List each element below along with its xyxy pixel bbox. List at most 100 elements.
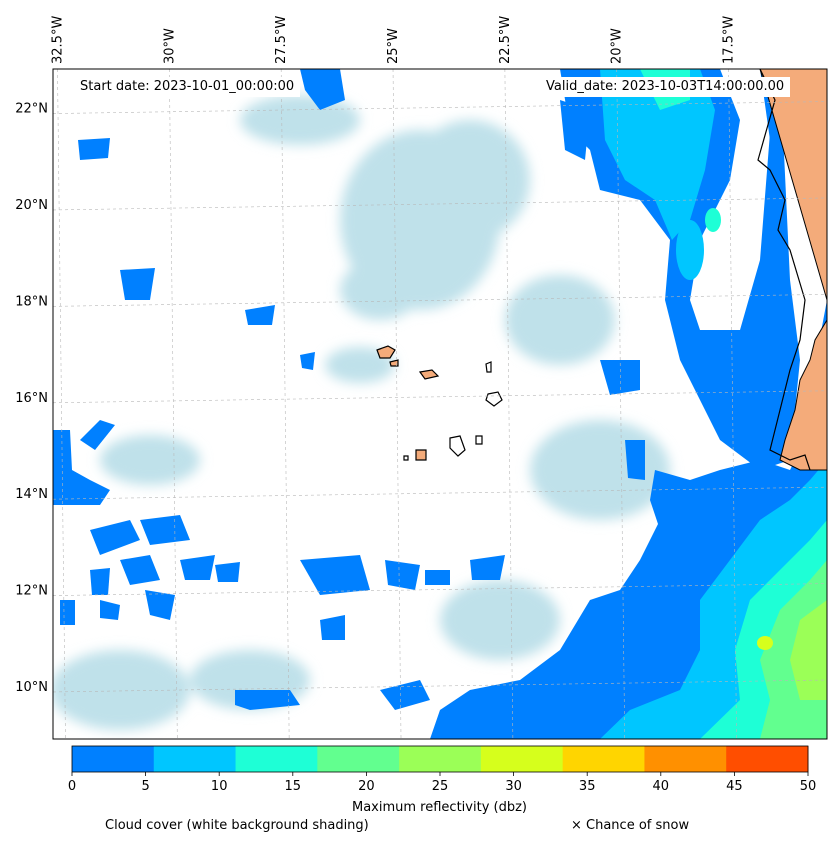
colorbar-title: Maximum reflectivity (dbz) <box>352 800 527 815</box>
snow-chance-note: × Chance of snow <box>571 818 690 833</box>
reflectivity-cell <box>650 470 690 530</box>
reflectivity-cell <box>300 352 315 370</box>
colorbar-swatch <box>317 746 400 772</box>
colorbar-swatch <box>480 746 564 772</box>
reflectivity-w-cell <box>60 600 75 625</box>
latitude-tick-label: 20°N <box>15 198 48 213</box>
reflectivity-n-cell <box>300 69 345 110</box>
reflectivity-w-cell <box>90 568 110 595</box>
meridian-line <box>280 69 290 739</box>
reflectivity-w-cell <box>140 515 190 545</box>
colorbar-tick-label: 45 <box>726 779 743 794</box>
colorbar-swatch <box>153 746 237 772</box>
africa-coast-landmass <box>759 69 827 471</box>
start-date-label: Start date: 2023-10-01_00:00:00 <box>74 77 301 97</box>
meridian-line <box>728 69 737 739</box>
reflectivity-cell <box>120 268 155 300</box>
colorbar-tick-label: 30 <box>505 779 522 794</box>
island-maio <box>475 435 483 445</box>
longitude-tick-label: 30°W <box>162 28 177 64</box>
reflectivity-cell <box>620 620 700 670</box>
reflectivity-se-band-30 <box>757 636 773 650</box>
reflectivity-cell <box>625 440 645 480</box>
island-brava <box>403 455 409 461</box>
reflectivity-colorbar: 0 5 10 15 20 25 30 35 40 45 50 <box>68 745 817 794</box>
island-sal <box>485 361 492 373</box>
longitude-tick-label: 22.5°W <box>498 16 513 64</box>
colorbar-tick-label: 25 <box>432 779 449 794</box>
map-frame <box>52 68 828 740</box>
island-fogo <box>415 449 427 461</box>
meridian-line <box>169 69 178 739</box>
colorbar-tick-label: 20 <box>358 779 375 794</box>
reflectivity-w-cell <box>80 420 115 450</box>
latitude-tick-label: 22°N <box>15 102 48 117</box>
colorbar-swatch <box>726 746 809 772</box>
latitude-tick-label: 14°N <box>15 487 48 502</box>
reflectivity-s-cell <box>385 560 420 590</box>
cloud-cover-shading <box>53 95 670 730</box>
colorbar-tick-label: 40 <box>653 779 670 794</box>
reflectivity-w-cell <box>78 138 110 160</box>
valid-date-label: Valid_date: 2023-10-03T14:00:00.00 <box>540 77 791 97</box>
reflectivity-w-cell <box>180 555 215 580</box>
island-sao-vicente <box>389 359 399 367</box>
africa-coastline <box>757 69 811 471</box>
colorbar-swatch <box>399 746 482 772</box>
latitude-tick-label: 16°N <box>15 391 48 406</box>
latitude-tick-label: 12°N <box>15 584 48 599</box>
longitude-tick-label: 17.5°W <box>722 16 737 64</box>
reflectivity-s-cell <box>320 615 345 640</box>
reflectivity-w-cell <box>215 562 240 582</box>
reflectivity-s-cell <box>425 570 450 585</box>
longitude-tick-label: 32.5°W <box>50 16 65 64</box>
reflectivity-se-band-25 <box>790 600 827 700</box>
island-sao-nicolau <box>418 369 440 380</box>
colorbar-tick-label: 15 <box>285 779 302 794</box>
meridian-line <box>392 69 402 739</box>
reflectivity-s-cell <box>235 690 300 710</box>
colorbar-tick-label: 0 <box>68 779 76 794</box>
colorbar-tick-label: 35 <box>579 779 596 794</box>
reflectivity-s-cell <box>300 555 370 595</box>
latitude-tick-label: 10°N <box>15 680 48 695</box>
reflectivity-shading <box>53 69 827 739</box>
meridian-line <box>616 69 626 739</box>
colorbar-swatch <box>72 746 155 772</box>
reflectivity-cell <box>705 208 721 232</box>
reflectivity-w-cell <box>90 520 140 555</box>
longitude-labels: 32.5°W 30°W 27.5°W 25°W 22.5°W 20°W 17.5°W <box>50 16 736 64</box>
latitude-labels: 22°N 20°N 18°N 16°N 14°N 12°N 10°N <box>15 102 48 695</box>
reflectivity-s-cell <box>470 555 505 580</box>
reflectivity-ne-core <box>600 69 715 240</box>
reflectivity-cell <box>600 360 640 395</box>
reflectivity-w-cell <box>120 555 160 585</box>
reflectivity-s-cell <box>380 680 430 710</box>
meridian-line <box>504 69 514 739</box>
reflectivity-cell <box>245 305 275 325</box>
colorbar-swatch <box>235 746 318 772</box>
colorbar-tick-label: 5 <box>141 779 149 794</box>
colorbar-tick-label: 10 <box>211 779 228 794</box>
latitude-tick-label: 18°N <box>15 294 48 309</box>
meridian-line <box>57 69 66 739</box>
reflectivity-cell <box>560 100 590 160</box>
longitude-tick-label: 27.5°W <box>274 16 289 64</box>
colorbar-tick-label: 50 <box>800 779 817 794</box>
longitude-tick-label: 20°W <box>610 28 625 64</box>
island-santo-antao <box>376 345 396 359</box>
map-area <box>53 69 827 739</box>
longitude-tick-label: 25°W <box>386 28 401 64</box>
colorbar-swatch <box>562 746 645 772</box>
reflectivity-w-cell <box>53 430 110 505</box>
island-boa-vista <box>485 391 503 407</box>
reflectivity-cell <box>676 220 704 280</box>
reflectivity-w-cell <box>100 600 120 620</box>
graticule <box>53 69 827 739</box>
island-santiago <box>449 435 466 457</box>
land-areas <box>376 69 827 471</box>
cloud-cover-note: Cloud cover (white background shading) <box>105 818 369 833</box>
colorbar-swatch <box>644 746 727 772</box>
